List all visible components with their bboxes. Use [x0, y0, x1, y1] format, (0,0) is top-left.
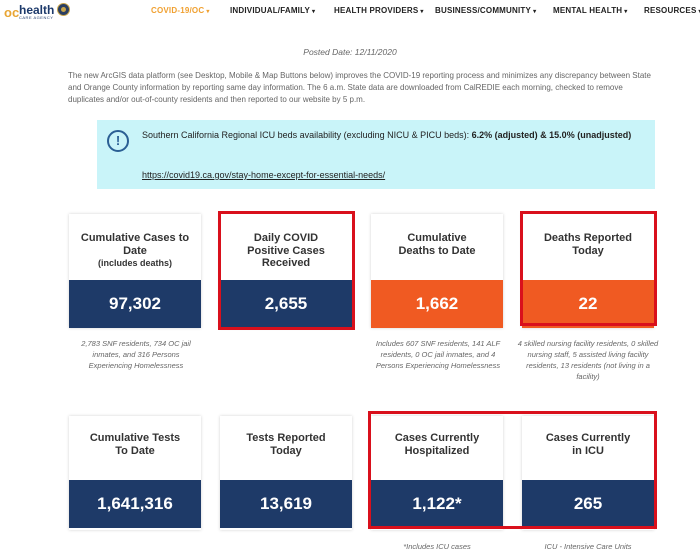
notice-text-prefix: Southern California Regional ICU beds av… — [142, 130, 472, 140]
county-seal-icon — [57, 3, 70, 16]
card-value: 22 — [522, 280, 654, 328]
hospitalized-note: *Includes ICU cases — [403, 542, 471, 551]
logo-subtitle: CARE AGENCY — [19, 15, 54, 20]
alert-icon: ! — [107, 130, 129, 152]
card-label: Daily COVID Positive Cases Received — [247, 232, 325, 269]
nav-item-label: HEALTH PROVIDERS — [334, 6, 419, 15]
chevron-down-icon: ▾ — [206, 9, 210, 15]
nav-item-business-community[interactable]: BUSINESS/COMMUNITY ▾ — [435, 6, 536, 15]
card-label-sub: (includes deaths) — [97, 258, 172, 268]
highlight-box-hospital-icu — [368, 411, 657, 529]
card-value: 1,641,316 — [69, 480, 201, 528]
nav-item-resources[interactable]: RESOURCES▾ — [644, 6, 700, 15]
nav-item-label: COVID-19/OC — [151, 6, 205, 15]
card-label: Cumulative Deaths to Date — [398, 232, 476, 257]
nav-item-mental-health[interactable]: MENTAL HEALTH ▾ — [553, 6, 627, 15]
card-label: Cases Currently Hospitalized — [394, 432, 480, 457]
nav-item-label: BUSINESS/COMMUNITY — [435, 6, 532, 15]
highlight-box-daily-cases — [218, 211, 355, 330]
card-hospitalized: Cases Currently Hospitalized 1,122* — [371, 416, 503, 530]
card-icu: Cases Currently in ICU 265 — [522, 416, 654, 530]
card-cumulative-deaths: Cumulative Deaths to Date 1,662 — [371, 214, 503, 328]
card-cumulative-cases: Cumulative Cases to Date (includes death… — [69, 214, 201, 328]
icu-availability-notice: ! Southern California Regional ICU beds … — [97, 120, 655, 189]
notice-text: Southern California Regional ICU beds av… — [142, 129, 642, 142]
notice-text-bold-2: (unadjusted) — [577, 130, 632, 140]
card-value: 1,122* — [371, 480, 503, 528]
card-value: 1,662 — [371, 280, 503, 328]
card-label: Deaths Reported Today — [543, 232, 633, 257]
chevron-down-icon: ▾ — [420, 9, 424, 15]
highlight-box-deaths-today — [520, 211, 657, 326]
chevron-down-icon: ▾ — [533, 9, 537, 15]
notice-text-bold: 6.2% (adjusted) & 15.0% — [471, 130, 575, 140]
card-tests-today: Tests Reported Today 13,619 — [220, 416, 352, 530]
intro-paragraph: The new ArcGIS data platform (see Deskto… — [68, 71, 651, 104]
chevron-down-icon: ▾ — [312, 9, 316, 15]
top-navigation: oc health CARE AGENCY COVID-19/OC ▾ INDIV… — [0, 0, 700, 24]
cumulative-deaths-note: Includes 607 SNF residents, 141 ALF resi… — [375, 339, 501, 370]
stay-home-link[interactable]: https://covid19.ca.gov/stay-home-except-… — [142, 170, 386, 180]
nav-item-label: INDIVIDUAL/FAMILY — [230, 6, 310, 15]
nav-item-covid19-oc[interactable]: COVID-19/OC ▾ — [151, 6, 210, 15]
card-label-text: Cumulative Cases to Date — [80, 232, 190, 257]
card-label: Cumulative Cases to Date (includes death… — [69, 232, 201, 270]
icu-note: ICU - Intensive Care Units — [544, 542, 632, 551]
logo-word: health — [19, 3, 55, 17]
nav-item-label: MENTAL HEALTH — [553, 6, 623, 15]
deaths-today-note: 4 skilled nursing facility residents, 0 … — [517, 339, 659, 381]
card-label: Cumulative Tests To Date — [89, 432, 181, 457]
chevron-down-icon: ▾ — [624, 9, 628, 15]
cumulative-cases-note: 2,783 SNF residents, 734 OC jail inmates… — [81, 339, 191, 370]
nav-item-label: RESOURCES — [644, 6, 697, 15]
nav-item-health-providers[interactable]: HEALTH PROVIDERS ▾ — [334, 6, 424, 15]
card-label: Cases Currently in ICU — [545, 432, 631, 457]
nav-item-individual-family[interactable]: INDIVIDUAL/FAMILY ▾ — [230, 6, 315, 15]
card-value: 265 — [522, 480, 654, 528]
card-value: 97,302 — [69, 280, 201, 328]
health-care-agency-logo[interactable]: oc health CARE AGENCY — [4, 2, 70, 22]
card-cumulative-tests: Cumulative Tests To Date 1,641,316 — [69, 416, 201, 530]
card-deaths-today: Deaths Reported Today 22 — [522, 214, 654, 328]
card-daily-cases: Daily COVID Positive Cases Received 2,65… — [220, 214, 352, 328]
logo-mark-icon: oc — [4, 5, 20, 20]
chevron-down-icon: ▾ — [698, 9, 700, 15]
posted-date: Posted Date: 12/11/2020 — [303, 47, 397, 57]
card-value: 2,655 — [220, 280, 352, 328]
card-label: Tests Reported Today — [246, 432, 326, 457]
card-value: 13,619 — [220, 480, 352, 528]
